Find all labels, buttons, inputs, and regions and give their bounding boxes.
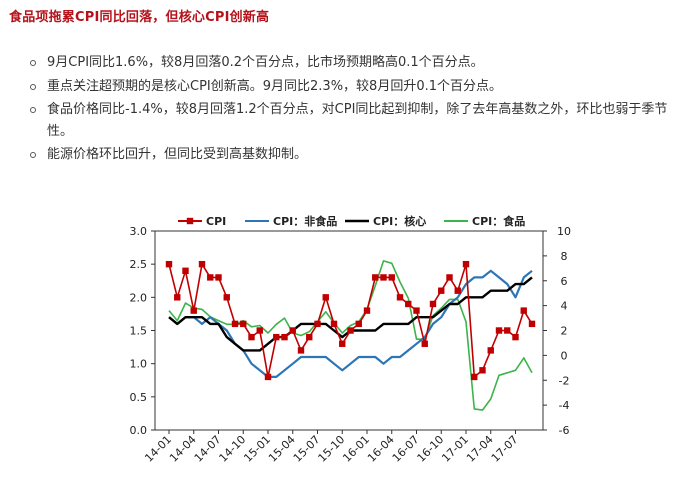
x-axis-tick-label: 14-07 <box>192 433 224 465</box>
right-axis-tick-label: 10 <box>557 225 571 238</box>
cpi-point <box>380 274 387 281</box>
cpi-point <box>438 287 445 294</box>
legend-label-food: CPI：食品 <box>472 214 525 228</box>
left-axis-tick-label: 3.0 <box>130 225 148 238</box>
series-line-cpi <box>168 263 533 378</box>
cpi-point <box>446 274 453 281</box>
cpi-point <box>281 333 288 341</box>
x-axis-tick-label: 16-10 <box>415 433 447 465</box>
cpi-point <box>248 333 255 341</box>
x-axis-tick-label: 16-01 <box>340 433 372 465</box>
right-axis-tick-label: 6 <box>561 275 568 288</box>
cpi-point <box>306 333 313 341</box>
bullet-list: 9月CPI同比1.6%，较8月回落0.2个百分点，比市场预期略高0.1个百分点。… <box>30 52 670 168</box>
x-axis-tick-label: 17-07 <box>489 433 521 465</box>
left-axis-tick-label: 0.0 <box>130 424 148 437</box>
cpi-point <box>528 320 536 328</box>
x-axis-tick-label: 14-10 <box>217 433 249 465</box>
cpi-point <box>240 320 247 328</box>
right-axis-tick-label: -6 <box>559 424 570 437</box>
cpi-point <box>198 260 206 268</box>
cpi-point <box>421 340 428 347</box>
x-axis-tick-label: 16-04 <box>365 433 397 465</box>
right-axis-tick-label: 0 <box>561 349 568 362</box>
bullet-item: 9月CPI同比1.6%，较8月回落0.2个百分点，比市场预期略高0.1个百分点。 <box>30 52 670 74</box>
cpi-point <box>330 320 338 328</box>
cpi-point <box>297 347 305 354</box>
cpi-point <box>388 274 395 281</box>
bullet-item: 能源价格环比回升，但同比受到高基数抑制。 <box>30 144 670 166</box>
cpi-point <box>207 274 214 281</box>
cpi-point <box>355 320 362 328</box>
right-axis-tick-label: -4 <box>559 399 570 412</box>
right-axis-tick-label: 8 <box>561 250 568 263</box>
cpi-point <box>347 327 354 334</box>
x-axis-tick-label: 15-10 <box>316 433 348 465</box>
cpi-point <box>289 327 296 334</box>
cpi-point <box>413 307 420 314</box>
cpi-point <box>479 367 486 374</box>
cpi-point <box>223 294 230 301</box>
cpi-point <box>339 340 346 347</box>
legend-marker <box>186 217 194 225</box>
bullet-item: 重点关注超预期的是核心CPI创新高。9月同比2.3%，较8月回升0.1个百分点。 <box>30 76 670 98</box>
series-line-nonfood <box>168 269 533 378</box>
cpi-point <box>273 333 280 341</box>
series-line-food <box>168 260 533 411</box>
cpi-point <box>462 260 470 268</box>
x-axis-tick-label: 17-04 <box>464 433 496 465</box>
cpi-point <box>520 307 527 314</box>
x-axis-tick-label: 15-04 <box>266 433 298 465</box>
cpi-point <box>322 294 329 301</box>
left-axis-tick-label: 1.0 <box>130 358 148 371</box>
cpi-point <box>174 294 181 301</box>
right-axis-tick-label: -2 <box>559 374 570 387</box>
cpi-point <box>471 373 478 381</box>
cpi-point <box>256 327 263 334</box>
right-axis-tick-label: 2 <box>561 325 568 338</box>
legend-label-core: CPI：核心 <box>373 214 426 228</box>
cpi-point <box>495 327 503 334</box>
legend-label-nonfood: CPI：非食品 <box>273 214 337 228</box>
x-axis-tick-label: 15-01 <box>241 433 273 465</box>
cpi-point <box>454 287 461 294</box>
cpi-point <box>231 320 239 328</box>
cpi-point <box>487 347 494 354</box>
left-axis-tick-label: 0.5 <box>130 391 148 404</box>
cpi-point <box>165 260 173 268</box>
cpi-point <box>264 373 272 381</box>
x-axis-tick-label: 17-01 <box>439 433 471 465</box>
cpi-point <box>512 333 519 341</box>
cpi-point <box>190 307 197 314</box>
left-axis-tick-label: 1.5 <box>130 325 148 338</box>
x-axis-tick-label: 15-07 <box>291 433 323 465</box>
cpi-point <box>504 327 511 334</box>
cpi-point <box>314 320 321 328</box>
right-axis-tick-label: 4 <box>561 300 568 313</box>
cpi-point <box>372 274 379 281</box>
x-axis-tick-label: 14-04 <box>167 433 199 465</box>
left-axis-tick-label: 2.5 <box>130 258 148 271</box>
left-axis-tick-label: 2.0 <box>130 291 148 304</box>
cpi-point <box>429 300 437 308</box>
bullet-item: 食品价格同比-1.4%，较8月回落1.2个百分点，对CPI同比起到抑制，除了去年… <box>30 99 670 142</box>
cpi-point <box>396 294 404 301</box>
cpi-point <box>405 300 412 308</box>
x-axis-tick-label: 14-01 <box>142 433 174 465</box>
x-axis-tick-label: 16-07 <box>390 433 422 465</box>
page-title: 食品项拖累CPI同比回落，但核心CPI创新高 <box>9 10 270 25</box>
legend-label-cpi: CPI <box>206 215 226 228</box>
cpi-point <box>215 274 222 281</box>
cpi-point <box>182 267 189 274</box>
cpi-point <box>363 307 371 314</box>
